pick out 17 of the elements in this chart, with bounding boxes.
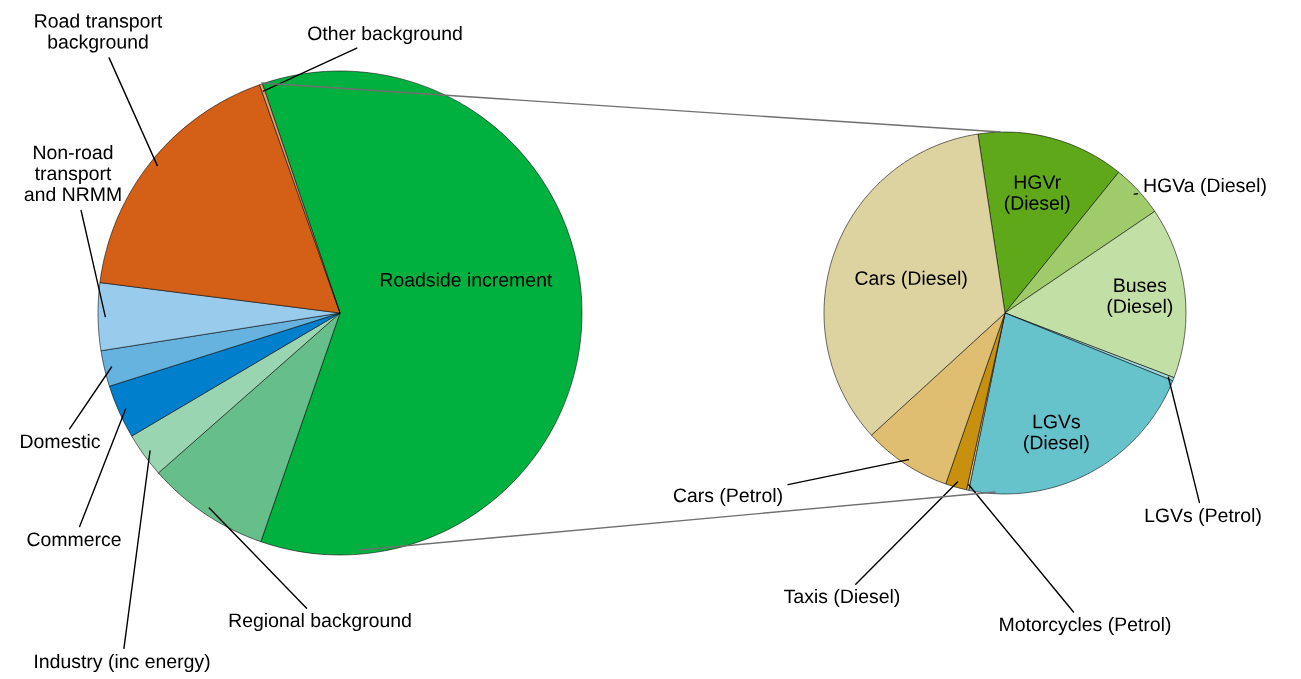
slice-label: LGVs (Petrol) bbox=[1145, 507, 1261, 527]
slice-label: Industry (inc energy) bbox=[35, 653, 210, 673]
slice-label: Motorcycles (Petrol) bbox=[1000, 616, 1171, 636]
slice-label: Taxis (Diesel) bbox=[784, 588, 900, 608]
slice-label: Regional background bbox=[229, 612, 411, 632]
slice-label: Cars (Diesel) bbox=[855, 270, 967, 289]
slice-label: Road transport background bbox=[35, 13, 163, 53]
slice-label: Roadside increment bbox=[380, 272, 553, 287]
slice-label: Domestic bbox=[21, 433, 101, 449]
slice-label: Commerce bbox=[27, 532, 121, 547]
slice-label: LGVs (Diesel) bbox=[1024, 414, 1089, 454]
slice-label: Other background bbox=[308, 25, 462, 45]
slice-label: HGVr (Diesel) bbox=[1004, 175, 1070, 214]
slice-label: Buses (Diesel) bbox=[1107, 278, 1173, 317]
slice-label: HGVa (Diesel) bbox=[1144, 177, 1266, 197]
slice-label: Cars (Petrol) bbox=[673, 487, 782, 507]
slice-label: Non-road transport and NRMM bbox=[24, 144, 121, 202]
